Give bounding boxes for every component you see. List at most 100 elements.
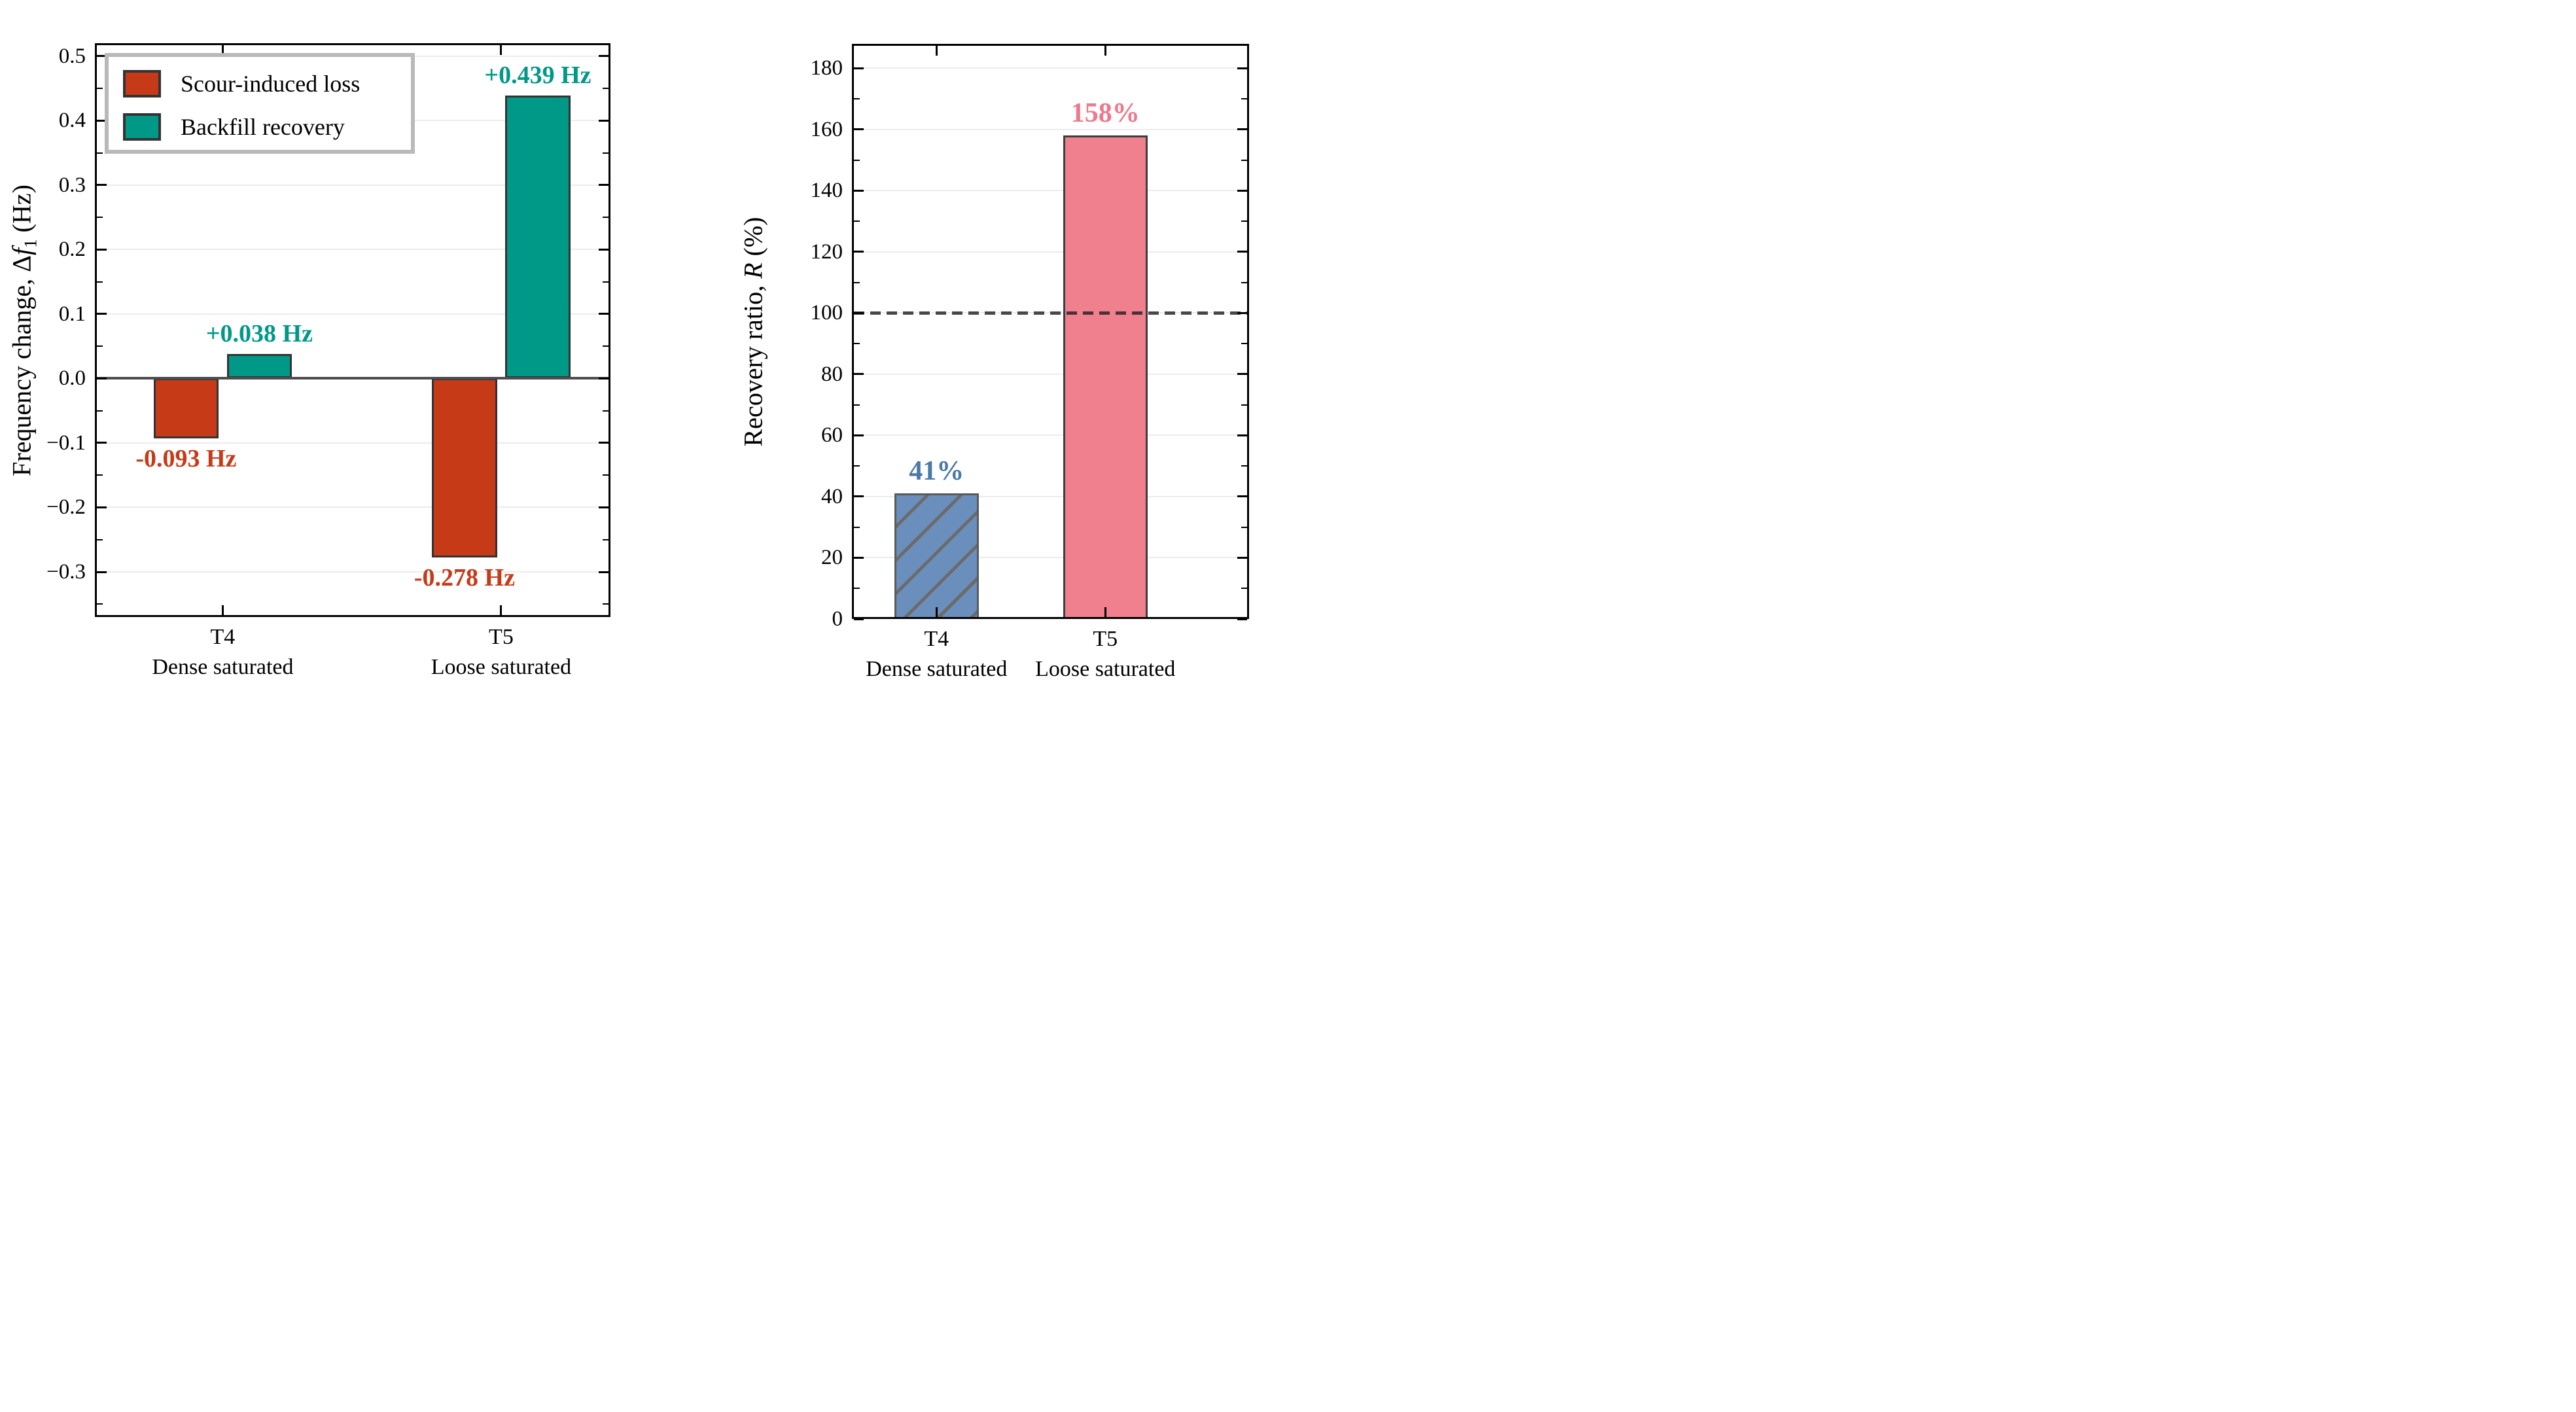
right-gridline-140	[854, 190, 1247, 192]
right-ytick-label-120: 120	[810, 239, 843, 264]
left-ytick-right-−0.3	[599, 571, 609, 573]
left-yminortick	[97, 345, 103, 347]
right-ytick-right-20	[1237, 556, 1247, 559]
right-ytick-right-120	[1237, 251, 1247, 253]
left-ytick-0.1	[97, 313, 107, 315]
left-yminortick-right	[603, 345, 609, 347]
right-ytick-label-80: 80	[821, 362, 843, 386]
right-gridline-40	[854, 495, 1247, 497]
right-ytick-80	[854, 373, 864, 376]
left-yminortick	[97, 410, 103, 412]
left-ytick-0.3	[97, 184, 107, 186]
left-ytick-label-−0.2: −0.2	[46, 495, 86, 520]
left-ytick-right-−0.1	[599, 442, 609, 444]
left-category-T4: T4	[210, 625, 236, 649]
left-gridline-0.1	[97, 313, 609, 315]
left-ytick-label-−0.3: −0.3	[46, 560, 86, 584]
left-yminortick-right	[603, 152, 609, 154]
left-ytick-right-0.2	[599, 248, 609, 251]
left-yminortick	[97, 217, 103, 219]
right-reference-line-100pct	[854, 311, 1247, 315]
left-xtick-T5	[500, 605, 503, 615]
left-yminortick	[97, 603, 103, 605]
left-xtick-top-T4	[221, 45, 224, 55]
right-ytick-right-60	[1237, 434, 1247, 436]
right-ytick-label-0: 0	[832, 607, 843, 631]
right-xtick-label-T4: T4 Dense saturated	[792, 625, 1080, 684]
legend-item-scour: Scour-induced loss	[109, 62, 411, 105]
right-yminortick	[854, 159, 860, 161]
right-ytick-right-160	[1237, 128, 1247, 131]
left-category-subtitle-T5: Loose saturated	[431, 655, 572, 679]
left-yminortick-right	[603, 410, 609, 412]
left-category-subtitle-T4: Dense saturated	[152, 655, 294, 679]
left-yminortick	[97, 152, 103, 154]
right-bar-T4-recovery	[894, 493, 979, 619]
right-yminortick-right	[1241, 98, 1247, 100]
right-ytick-60	[854, 434, 864, 436]
left-ytick-label-0.2: 0.2	[58, 238, 86, 262]
left-gridline-−0.3	[97, 571, 609, 573]
left-yminortick	[97, 474, 103, 476]
left-yminortick-right	[603, 474, 609, 476]
right-xtick-top-T5	[1104, 46, 1106, 56]
left-yminortick-right	[603, 281, 609, 283]
right-xtick-top-T4	[935, 46, 938, 56]
left-ytick-right-−0.2	[599, 506, 609, 508]
left-ytick-−0.3	[97, 571, 107, 573]
left-ytick-0.5	[97, 55, 107, 58]
right-gridline-120	[854, 251, 1247, 253]
right-yminortick	[854, 588, 860, 590]
right-xtick-T5	[1104, 607, 1106, 617]
left-ytick-label-−0.1: −0.1	[46, 431, 86, 455]
right-yminortick	[854, 281, 860, 283]
right-yminortick	[854, 404, 860, 406]
right-ytick-label-100: 100	[810, 301, 843, 325]
left-xtick-top-T5	[500, 45, 503, 55]
left-yminortick	[97, 538, 103, 540]
right-ytick-label-60: 60	[821, 423, 843, 448]
right-gridline-80	[854, 373, 1247, 375]
left-gridline-0.3	[97, 184, 609, 186]
left-value-label-T5-0: -0.278 Hz	[414, 564, 515, 592]
right-gridline-160	[854, 128, 1247, 130]
right-ytick-140	[854, 189, 864, 192]
legend-swatch-scour	[123, 70, 161, 97]
left-ytick-right-0.0	[599, 377, 609, 379]
left-bar-T5-backfill	[505, 95, 571, 379]
right-ytick-20	[854, 556, 864, 559]
right-yminortick-right	[1241, 281, 1247, 283]
right-yminortick-right	[1241, 588, 1247, 590]
left-gridline-−0.1	[97, 442, 609, 444]
legend-label-scour: Scour-induced loss	[181, 71, 361, 97]
right-category-T4: T4	[924, 627, 949, 651]
right-value-label-T5-0: 158%	[1070, 98, 1140, 129]
left-bar-T5-scour-induced	[432, 378, 497, 558]
right-yminortick	[854, 98, 860, 100]
right-yminortick-right	[1241, 526, 1247, 528]
right-xtick-label-T5: T5 Loose saturated	[961, 625, 1249, 684]
right-category-subtitle-T4: Dense saturated	[866, 657, 1008, 681]
left-value-label-T4-1: +0.038 Hz	[205, 319, 313, 347]
left-yminortick-right	[603, 538, 609, 540]
left-ytick-0.2	[97, 248, 107, 251]
right-yminortick-right	[1241, 221, 1247, 222]
left-zero-line	[97, 377, 609, 380]
right-ytick-160	[854, 128, 864, 131]
right-y-axis-label-italic: R	[738, 262, 768, 279]
right-category-T5: T5	[1093, 627, 1118, 651]
right-ytick-180	[854, 67, 864, 69]
right-yminortick	[854, 221, 860, 222]
right-yminortick-right	[1241, 465, 1247, 467]
right-ytick-label-180: 180	[810, 56, 843, 80]
left-ytick-label-0.5: 0.5	[58, 44, 86, 68]
right-gridline-60	[854, 434, 1247, 436]
right-ytick-right-0	[1237, 618, 1247, 620]
left-ytick-label-0.4: 0.4	[58, 109, 86, 133]
left-yminortick	[97, 281, 103, 283]
right-gridline-180	[854, 67, 1247, 69]
right-gridline-20	[854, 557, 1247, 559]
right-bar-T5-recovery	[1063, 135, 1148, 619]
left-ytick-−0.2	[97, 506, 107, 508]
right-ytick-right-180	[1237, 67, 1247, 69]
